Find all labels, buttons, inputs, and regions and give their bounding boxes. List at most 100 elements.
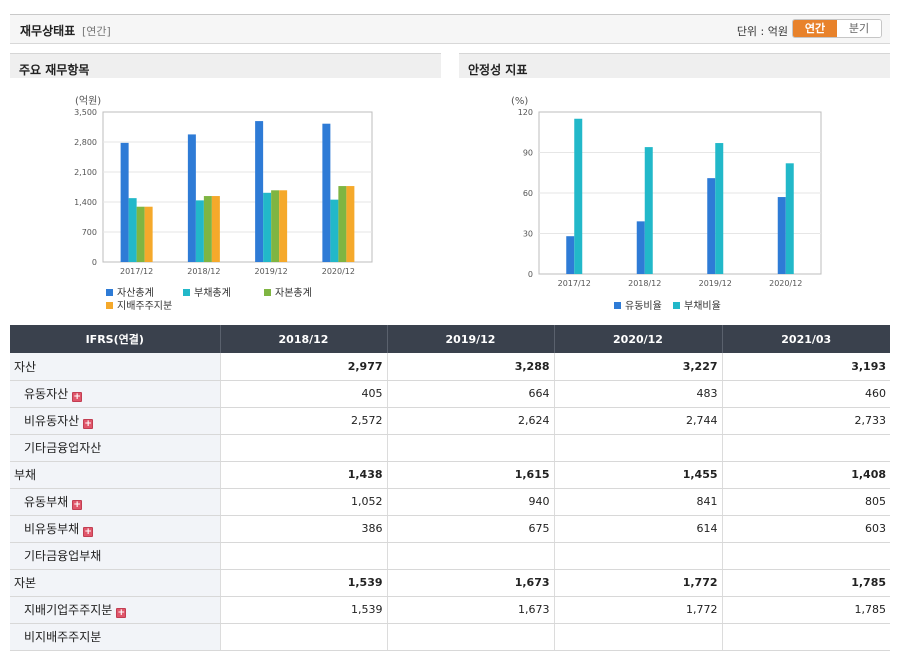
- y-tick-label: 1,400: [74, 198, 97, 207]
- expand-plus-icon[interactable]: +: [116, 608, 127, 618]
- value-cell: 1,438: [220, 461, 388, 489]
- table-header-row: IFRS(연결) 2018/12 2019/12 2020/12 2021/03: [10, 325, 890, 353]
- legend-label: 부채총계: [194, 287, 231, 299]
- value-cell: 1,455: [554, 461, 723, 489]
- x-tick-label: 2019/12: [699, 279, 732, 288]
- y-tick-label: 700: [82, 228, 97, 237]
- bar-1: [777, 197, 786, 274]
- value-cell: [554, 434, 723, 462]
- main-items-chart-panel: 주요 재무항목 (억원) 0 700 1,400 2,100 2,800 3,500 2017…: [10, 53, 441, 323]
- table-row: 자본 1,539 1,673 1,772 1,785: [10, 569, 890, 597]
- row-label-cell[interactable]: 유동부채 +: [10, 488, 221, 516]
- bar-3: [203, 196, 212, 262]
- table-row: 자산 2,977 3,288 3,227 3,193: [10, 353, 890, 381]
- expand-plus-icon[interactable]: +: [72, 500, 83, 510]
- bar-1: [120, 142, 129, 262]
- bar-4: [211, 196, 220, 262]
- expand-plus-icon[interactable]: +: [72, 392, 83, 402]
- value-cell: [722, 542, 890, 570]
- bar-1: [322, 123, 331, 262]
- header-period: 2021/03: [722, 325, 890, 353]
- row-label-cell: 부채: [10, 461, 221, 489]
- value-cell: 3,227: [554, 353, 723, 381]
- row-label-cell[interactable]: 비유동부채 +: [10, 515, 221, 543]
- row-label: 유동부채: [24, 495, 69, 509]
- legend-label: 자산총계: [117, 287, 154, 299]
- value-cell: 1,772: [554, 569, 723, 597]
- table-row: 비지배주주지분: [10, 623, 890, 651]
- table-row: 유동부채 +1,052 940 841 805: [10, 488, 890, 516]
- table-row: 유동자산 +405 664 483 460: [10, 380, 890, 408]
- legend-label: 자본총계: [275, 287, 312, 299]
- row-label: 자산: [14, 359, 37, 374]
- y-tick-label: 0: [528, 270, 533, 279]
- period-tag: [연간]: [82, 25, 111, 38]
- y-tick-label: 2,100: [74, 168, 97, 177]
- bar-1: [187, 134, 196, 262]
- value-cell: 3,193: [722, 353, 890, 381]
- table-row: 비유동부채 +386 675 614 603: [10, 515, 890, 543]
- legend-label: 유동비율: [625, 300, 662, 312]
- value-cell: 405: [220, 380, 388, 408]
- value-cell: [387, 542, 555, 570]
- value-cell: [387, 434, 555, 462]
- legend-label: 부채비율: [684, 300, 721, 312]
- bar-2: [195, 200, 204, 262]
- x-tick-label: 2018/12: [628, 279, 661, 288]
- x-tick-label: 2020/12: [322, 267, 355, 276]
- annual-toggle-button[interactable]: 연간: [793, 20, 837, 37]
- row-label-cell: 자산: [10, 353, 221, 381]
- stability-bar-chart: (%) 0 30 60 90 120 2017/12 2018/12 2019/12 2020/1…: [511, 96, 822, 312]
- value-cell: 1,539: [220, 569, 388, 597]
- value-cell: 386: [220, 515, 388, 543]
- value-cell: 1,785: [722, 569, 890, 597]
- table-row: 부채 1,438 1,615 1,455 1,408: [10, 461, 890, 489]
- x-tick-label: 2017/12: [558, 279, 591, 288]
- bar-3: [338, 186, 347, 262]
- bar-2: [128, 198, 137, 262]
- value-cell: 1,539: [220, 596, 388, 624]
- balance-sheet-table: IFRS(연결) 2018/12 2019/12 2020/12 2021/03…: [10, 325, 890, 651]
- value-cell: 3,288: [387, 353, 555, 381]
- value-cell: 1,673: [387, 596, 555, 624]
- y-tick-label: 60: [523, 189, 533, 198]
- row-label-cell: 기타금융업부채: [10, 542, 221, 570]
- bar-3: [271, 190, 280, 262]
- legend-swatch: [614, 302, 621, 309]
- value-cell: 841: [554, 488, 723, 516]
- value-cell: [722, 623, 890, 651]
- y-tick-label: 3,500: [74, 108, 97, 117]
- row-label: 비지배주주지분: [24, 630, 102, 644]
- value-cell: [554, 542, 723, 570]
- legend-swatch: [106, 302, 113, 309]
- main-items-chart-title: 주요 재무항목: [10, 53, 441, 78]
- row-label-cell[interactable]: 유동자산 +: [10, 380, 221, 408]
- unit-label: 단위 : 억원: [736, 25, 788, 38]
- y-axis-label: (%): [511, 96, 528, 107]
- y-tick-label: 30: [523, 230, 533, 239]
- x-tick-label: 2019/12: [255, 267, 288, 276]
- value-cell: 614: [554, 515, 723, 543]
- bar-2: [715, 143, 724, 274]
- expand-plus-icon[interactable]: +: [83, 527, 94, 537]
- legend-swatch: [183, 289, 190, 296]
- header-period: 2020/12: [554, 325, 723, 353]
- value-cell: 2,733: [722, 407, 890, 435]
- row-label: 유동자산: [24, 387, 69, 401]
- quarter-toggle-button[interactable]: 분기: [837, 20, 881, 37]
- bar-1: [255, 121, 264, 262]
- y-axis-label: (억원): [75, 95, 101, 107]
- bar-1: [707, 178, 716, 274]
- bar-3: [136, 206, 145, 262]
- row-label-cell[interactable]: 비유동자산 +: [10, 407, 221, 435]
- row-label-cell: 기타금융업자산: [10, 434, 221, 462]
- value-cell: [220, 623, 388, 651]
- expand-plus-icon[interactable]: +: [83, 419, 94, 429]
- legend-swatch: [673, 302, 680, 309]
- row-label: 비유동자산: [24, 414, 80, 428]
- value-cell: 664: [387, 380, 555, 408]
- row-label-cell[interactable]: 지배기업주주지분 +: [10, 596, 221, 624]
- x-tick-label: 2018/12: [187, 267, 220, 276]
- y-tick-label: 120: [518, 108, 533, 117]
- x-tick-label: 2017/12: [120, 267, 153, 276]
